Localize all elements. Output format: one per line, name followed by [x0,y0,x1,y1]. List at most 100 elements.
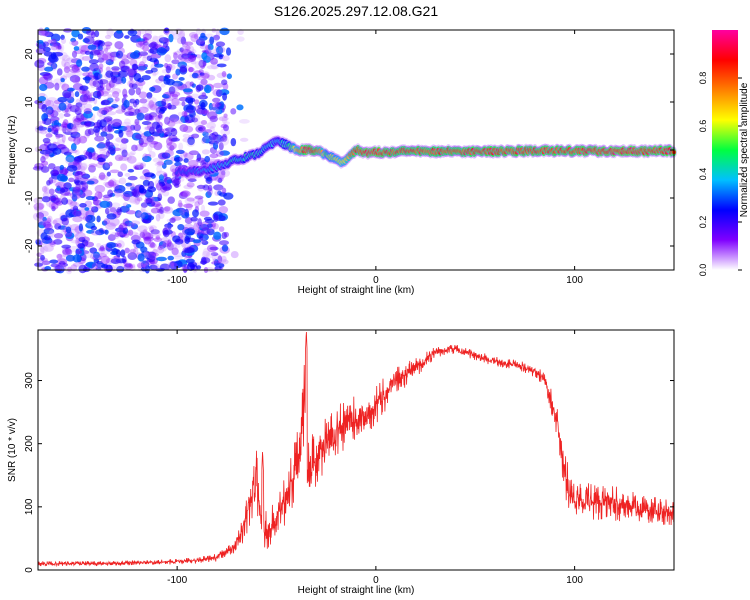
spectrogram-noise-cell [39,245,49,253]
spectrogram-noise-cell [105,97,114,102]
spectrogram-noise-cell [197,184,205,192]
spectrogram-noise-cell [209,246,219,251]
spectrogram-noise-cell [125,210,137,215]
spectrogram-noise-cell [181,40,188,48]
spectrogram-noise-cell [190,60,197,65]
spectrogram-noise-cell [109,207,117,213]
spectrogram-noise-cell [72,215,83,223]
spectrogram-noise-cell [136,63,146,72]
spectrogram-noise-cell [43,244,54,252]
spectrogram-noise-cell [108,217,120,227]
spectrogram-noise-cell [117,171,123,178]
spectrogram-noise-cell [166,141,177,150]
spectrogram-noise-cell [107,180,117,187]
spectrogram-noise-cell [49,239,56,248]
spectrogram-noise-cell [181,45,191,50]
spectrogram-noise-cell [225,47,232,56]
spectrogram-noise-cell [106,118,113,126]
spectrogram-noise-cell [180,48,189,54]
spectrogram-noise-cell [213,34,221,41]
spectrogram-noise-cell [178,119,184,125]
spectrogram-noise-cell [153,237,163,242]
spectrogram-noise-cell [169,261,175,267]
spectrogram-noise-cell [183,184,193,190]
figure-title: S126.2025.297.12.08.G21 [274,3,438,19]
spectrogram-noise-cell [144,28,153,36]
colorbar-label: Normalized spectral amplitude [739,82,750,217]
spectrogram-noise-cell [194,195,204,200]
spectrogram-noise-cell [223,231,229,238]
spectrogram-noise-cell [91,262,98,271]
spectrogram-noise-cell [218,101,225,110]
spectrogram-noise-cell [132,64,138,71]
spectrogram-noise-cell [153,141,163,151]
spectrogram-noise-cell [127,168,135,173]
spectrogram-noise-cell [203,110,209,116]
spectrogram-noise-cell [97,78,109,85]
spectrogram-noise-cell [201,92,207,97]
spectrogram-noise-cell [68,177,75,183]
spectrogram-noise-cell [207,184,213,192]
spectrogram-noise-cell [63,72,74,78]
spectrogram-noise-cell [72,66,78,74]
spectrogram-noise-cell [199,210,210,217]
spectrogram-noise-cell [37,221,46,229]
spectrogram-noise-cell [82,72,90,77]
spectrogram-noise-cell [89,63,100,72]
spectrogram-noise-cell [115,261,124,271]
spectrogram-noise-cell [176,56,185,63]
spectrogram-noise-cell [158,174,164,181]
spectrogram-noise-cell [111,255,121,265]
spectrogram-noise-cell [210,57,218,65]
spectrogram-noise-cell [222,92,228,101]
spectrogram-noise-cell [157,245,165,254]
spectrogram-noise-cell [113,190,125,197]
spectrogram-noise-cell [172,243,181,249]
spectrogram-noise-cell [101,150,109,160]
spectrogram-noise-cell [51,124,60,132]
spectrogram-noise-cell [230,137,237,147]
spectrogram-noise-cell [74,170,83,180]
spectrogram-noise-cell [173,118,181,125]
spectrogram-noise-cell [37,202,45,210]
spectrogram-noise-cell [54,222,62,230]
spectrogram-noise-cell [211,102,222,108]
spectrogram-noise-cell [165,160,174,166]
spectrogram-noise-cell [219,150,231,156]
spectrogram-noise-cell [81,89,87,97]
spectrogram-noise-cell [44,31,54,38]
spectrogram-noise-cell [85,261,97,268]
spectrogram-noise-cell [41,160,49,167]
spectrogram-noise-cell [158,113,163,119]
spectrogram-noise-cell [48,45,59,51]
spectrogram-noise-cell [99,43,107,52]
spectrogram-noise-cell [151,69,159,76]
spectrogram-noise-cell [156,47,167,56]
spectrogram-noise-cell [61,121,68,128]
spectrogram-y-tick-label: 0 [24,147,35,153]
spectrogram-noise-cell [75,183,81,192]
spectrogram-noise-cell [191,72,199,79]
spectrogram-noise-cell [173,156,183,163]
spectrogram-noise-cell [166,137,173,146]
spectrogram-noise-cell [84,50,91,55]
spectrogram-x-tick-label: 0 [373,275,379,286]
spectrogram-noise-cell [209,103,220,108]
spectrogram-noise-cell [141,229,148,237]
spectrogram-noise-cell [155,124,163,133]
spectrogram-noise-cell [38,76,49,85]
spectrogram-noise-cell [179,65,188,73]
snr-x-ticks: -100 0 100 [167,330,583,586]
spectrogram-noise-cell [198,224,210,231]
spectrogram-noise-cell [159,263,171,271]
spectrogram-noise-cell [72,185,77,191]
spectrogram-x-tick-label: -100 [167,275,187,286]
spectrogram-noise-cell [201,257,211,264]
spectrogram-noise-cell [115,136,126,143]
spectrogram-noise-cell [155,182,163,191]
spectrogram-noise-cell [102,162,111,171]
colorbar-gradient [712,30,738,270]
spectrogram-noise-cell [69,68,81,74]
spectrogram-noise-cell [206,228,215,236]
